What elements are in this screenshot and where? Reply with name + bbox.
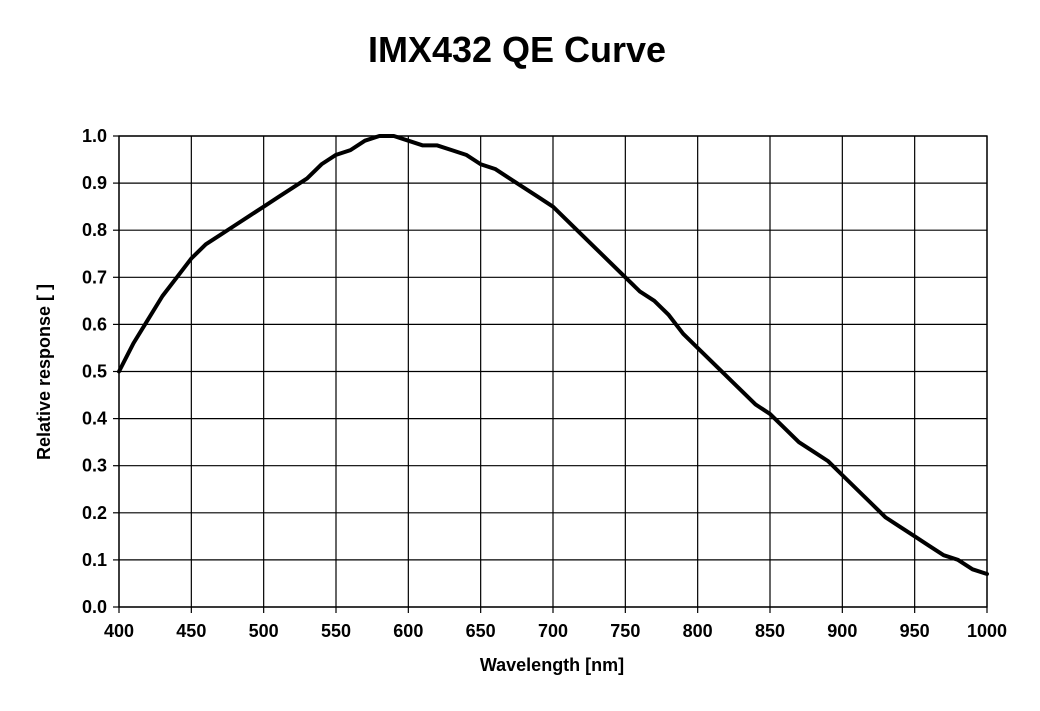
- chart-title: IMX432 QE Curve: [368, 29, 666, 70]
- qe-curve-line: [117, 134, 989, 577]
- x-tick-label: 450: [176, 621, 206, 641]
- y-axis-label: Relative response [ ]: [34, 284, 54, 460]
- x-tick-label: 550: [321, 621, 351, 641]
- x-tick-label: 900: [827, 621, 857, 641]
- x-tick-label: 1000: [967, 621, 1007, 641]
- x-tick-label: 600: [393, 621, 423, 641]
- y-tick-label: 0.6: [82, 314, 107, 334]
- y-tick-label: 0.9: [82, 173, 107, 193]
- x-tick-label: 700: [538, 621, 568, 641]
- x-tick-label: 950: [900, 621, 930, 641]
- x-tick-label: 800: [683, 621, 713, 641]
- y-tick-label: 1.0: [82, 126, 107, 146]
- x-axis-label: Wavelength [nm]: [480, 655, 624, 675]
- y-tick-label: 0.8: [82, 220, 107, 240]
- x-tick-label: 850: [755, 621, 785, 641]
- y-tick-label: 0.0: [82, 597, 107, 617]
- x-tick-label: 500: [249, 621, 279, 641]
- y-tick-label: 0.3: [82, 456, 107, 476]
- x-tick-label: 400: [104, 621, 134, 641]
- y-tick-label: 0.1: [82, 550, 107, 570]
- y-tick-label: 0.4: [82, 409, 107, 429]
- plot-area: 400 450 500 550 600 650 700 750 800 850 900 950 1000…: [82, 126, 1007, 641]
- y-tick-label: 0.2: [82, 503, 107, 523]
- x-tick-label: 650: [466, 621, 496, 641]
- x-tick-label: 750: [610, 621, 640, 641]
- y-tick-label: 0.5: [82, 362, 107, 382]
- y-tick-label: 0.7: [82, 267, 107, 287]
